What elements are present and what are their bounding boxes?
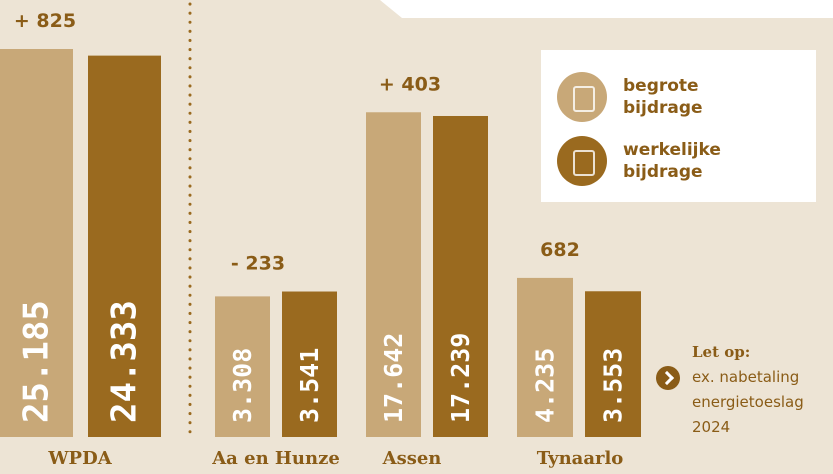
legend-label: werkelijke bijdrage <box>623 140 721 182</box>
value-label: 17.239 <box>446 333 475 423</box>
bar <box>433 115 488 437</box>
category-label: Assen <box>382 448 442 469</box>
bar <box>282 291 337 437</box>
note: Let op: ex. nabetaling energietoeslag 20… <box>692 340 832 440</box>
value-label: 4.235 <box>531 348 560 423</box>
category-label: Tynaarlo <box>537 448 624 469</box>
legend-icon <box>557 72 607 122</box>
value-label: 25.185 <box>17 300 57 423</box>
difference-label: + 403 <box>379 73 441 95</box>
value-label: 3.308 <box>228 348 257 423</box>
legend-item: begrote bijdrage <box>557 72 773 122</box>
value-label: 3.541 <box>295 348 324 423</box>
bar <box>215 296 270 437</box>
bar <box>517 277 573 437</box>
note-text: ex. nabetaling energietoeslag 2024 <box>692 368 804 436</box>
difference-label: 682 <box>540 239 580 261</box>
legend-label: begrote bijdrage <box>623 76 703 118</box>
legend-icon <box>557 136 607 186</box>
bar <box>88 55 161 438</box>
value-label: 24.333 <box>105 300 145 423</box>
value-label: 17.642 <box>379 333 408 423</box>
value-label: 3.553 <box>599 348 628 423</box>
category-label: Aa en Hunze <box>211 448 340 469</box>
bar <box>0 49 73 437</box>
legend-item: werkelijke bijdrage <box>557 136 723 186</box>
difference-label: + 825 <box>14 10 76 32</box>
note-arrow <box>656 366 680 390</box>
legend: begrote bijdrage werkelijke bijdrage <box>541 50 816 202</box>
bar <box>585 291 641 437</box>
note-title: Let op: <box>692 343 751 361</box>
difference-label: - 233 <box>231 253 285 275</box>
category-label: WPDA <box>47 448 112 469</box>
top-banner <box>380 0 833 18</box>
bar <box>366 112 421 438</box>
